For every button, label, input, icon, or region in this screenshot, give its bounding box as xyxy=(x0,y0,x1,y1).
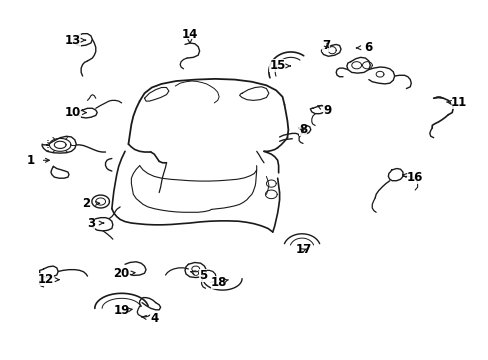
Text: 12: 12 xyxy=(38,273,54,286)
Text: 20: 20 xyxy=(113,267,129,280)
Text: 14: 14 xyxy=(182,28,198,41)
Text: 5: 5 xyxy=(199,269,207,282)
Text: 9: 9 xyxy=(323,104,331,117)
Text: 1: 1 xyxy=(27,154,35,167)
Text: 8: 8 xyxy=(298,123,306,136)
Text: 10: 10 xyxy=(64,106,81,119)
Text: 19: 19 xyxy=(113,305,129,318)
Text: 17: 17 xyxy=(295,243,311,256)
Text: 3: 3 xyxy=(87,216,95,230)
Text: 13: 13 xyxy=(64,33,81,47)
Text: 15: 15 xyxy=(269,59,285,72)
Text: 16: 16 xyxy=(406,171,423,184)
Text: 7: 7 xyxy=(322,39,330,52)
Text: 4: 4 xyxy=(150,311,158,325)
Text: 6: 6 xyxy=(364,41,372,54)
Text: 11: 11 xyxy=(450,96,466,109)
Text: 18: 18 xyxy=(210,276,227,289)
Text: 2: 2 xyxy=(82,197,90,210)
